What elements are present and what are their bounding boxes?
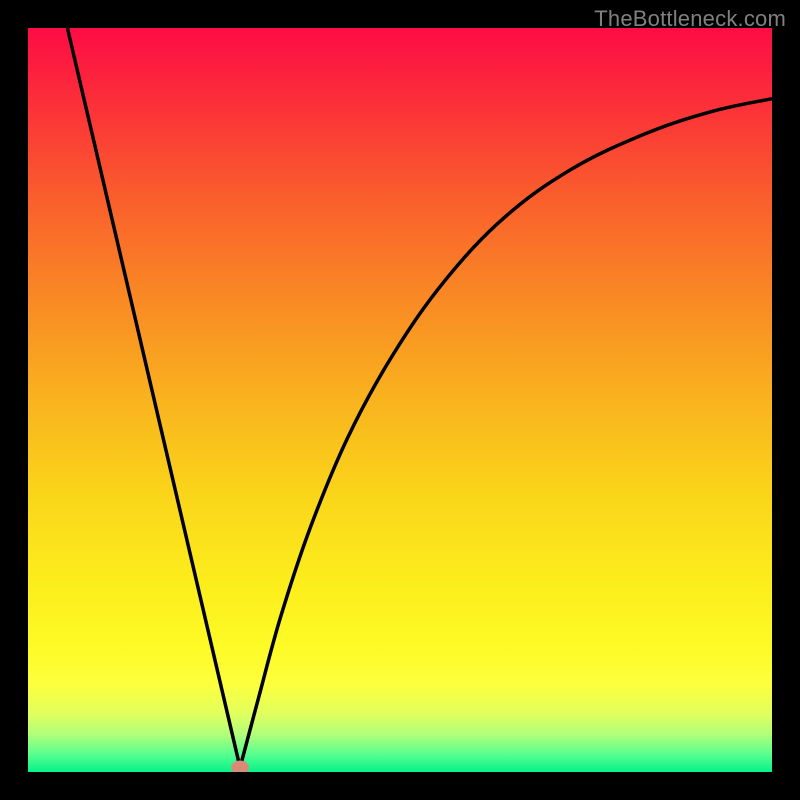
notch-marker <box>231 761 249 772</box>
left-branch-path <box>67 28 240 768</box>
right-branch-path <box>240 99 772 768</box>
plot-area <box>28 28 772 772</box>
curve-layer <box>28 28 772 772</box>
